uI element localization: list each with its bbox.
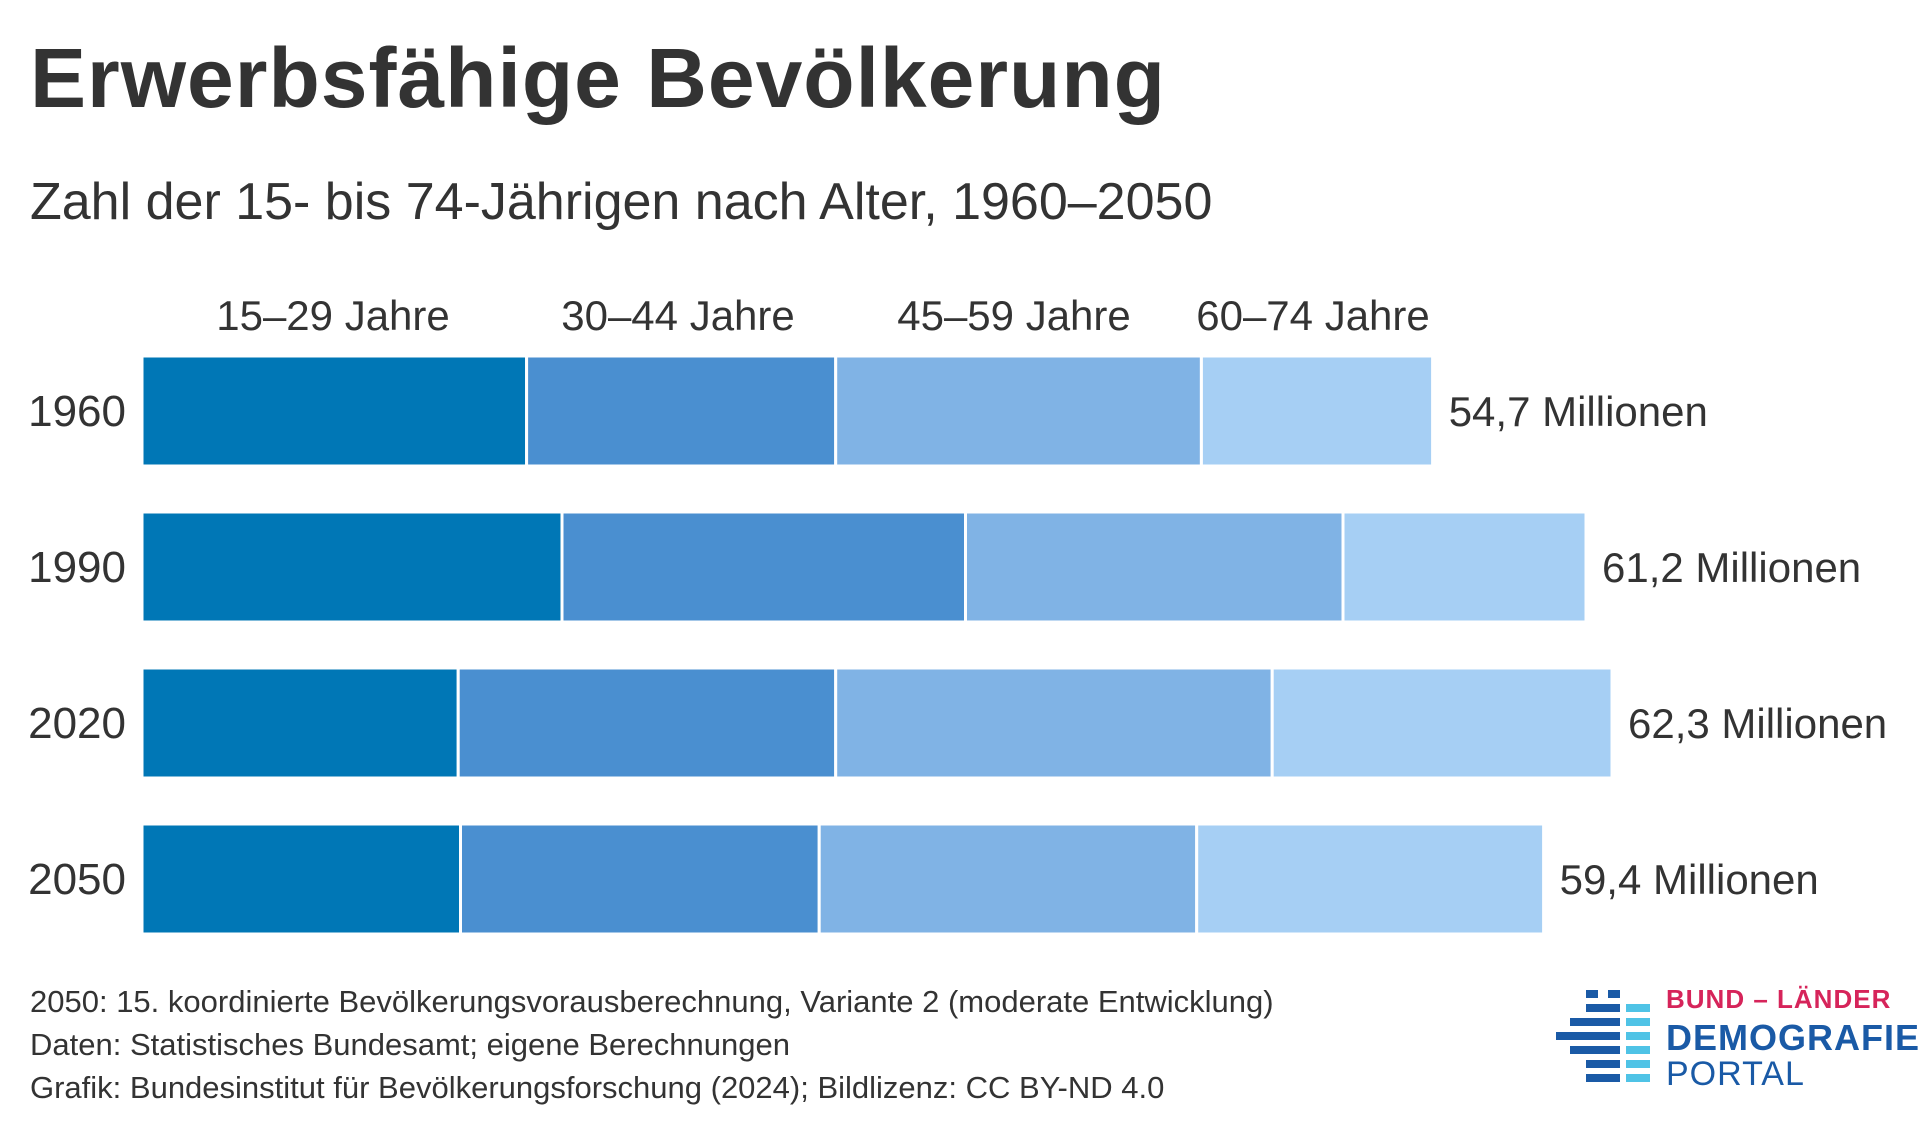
note-projection: 2050: 15. koordinierte Bevölkerungsvorau…	[30, 984, 1274, 1019]
bar-segment-2050-2	[459, 822, 821, 936]
bar-segment-1960-1	[140, 354, 529, 468]
logo-mark-icon	[1556, 990, 1650, 1082]
chart-title: Erwerbsfähige Bevölkerung	[30, 31, 1166, 125]
source-notes: 2050: 15. koordinierte Bevölkerungsvorau…	[30, 980, 1274, 1109]
total-label-1990: 61,2 Millionen	[1602, 544, 1861, 591]
bar-segment-2020-2	[456, 666, 838, 780]
year-label-2050: 2050	[28, 855, 126, 904]
labels: 1960 54,7 Millionen 1990 61,2 Millionen 2020…	[28, 387, 1887, 904]
legend: 15–29 Jahre 30–44 Jahre 45–59 Jahre 60–74 J…	[216, 292, 1430, 339]
bar-segment-1990-3	[964, 510, 1345, 624]
demografie-portal-logo: BUND – LÄNDER DEMOGRAFIE PORTAL	[1556, 984, 1919, 1104]
bar-segment-2020-4	[1270, 666, 1614, 780]
year-label-1960: 1960	[28, 387, 126, 436]
total-label-2020: 62,3 Millionen	[1628, 700, 1887, 747]
bar-segment-1990-2	[560, 510, 967, 624]
bar-segment-2050-1	[140, 822, 462, 936]
bar-segment-1990-4	[1341, 510, 1588, 624]
total-label-2050: 59,4 Millionen	[1560, 856, 1819, 903]
logo-line-demografie: DEMOGRAFIE	[1666, 1017, 1920, 1058]
chart-subtitle: Zahl der 15- bis 74-Jährigen nach Alter,…	[30, 173, 1213, 231]
note-credit: Grafik: Bundesinstitut für Bevölkerungsf…	[30, 1070, 1165, 1105]
bar-segment-2020-3	[834, 666, 1274, 780]
bar-segment-2050-3	[817, 822, 1199, 936]
bar-segment-2020-1	[140, 666, 460, 780]
bar-segment-1960-2	[525, 354, 838, 468]
legend-label-4: 60–74 Jahre	[1196, 292, 1430, 339]
legend-label-1: 15–29 Jahre	[216, 292, 450, 339]
year-label-1990: 1990	[28, 543, 126, 592]
total-label-1960: 54,7 Millionen	[1449, 388, 1708, 435]
logo-line-portal: PORTAL	[1666, 1055, 1805, 1093]
logo-line-bund-laender: BUND – LÄNDER	[1666, 984, 1892, 1014]
legend-label-3: 45–59 Jahre	[897, 292, 1131, 339]
stacked-bar-chart: 15–29 Jahre 30–44 Jahre 45–59 Jahre 60–74 J…	[28, 292, 1887, 936]
bar-segment-1990-1	[140, 510, 564, 624]
bar-segment-1960-4	[1199, 354, 1435, 468]
note-data-source: Daten: Statistisches Bundesamt; eigene B…	[30, 1027, 790, 1062]
legend-label-2: 30–44 Jahre	[561, 292, 795, 339]
bar-segment-1960-3	[834, 354, 1203, 468]
year-label-2020: 2020	[28, 699, 126, 748]
bar-segment-2050-4	[1195, 822, 1546, 936]
bars	[140, 354, 1614, 936]
